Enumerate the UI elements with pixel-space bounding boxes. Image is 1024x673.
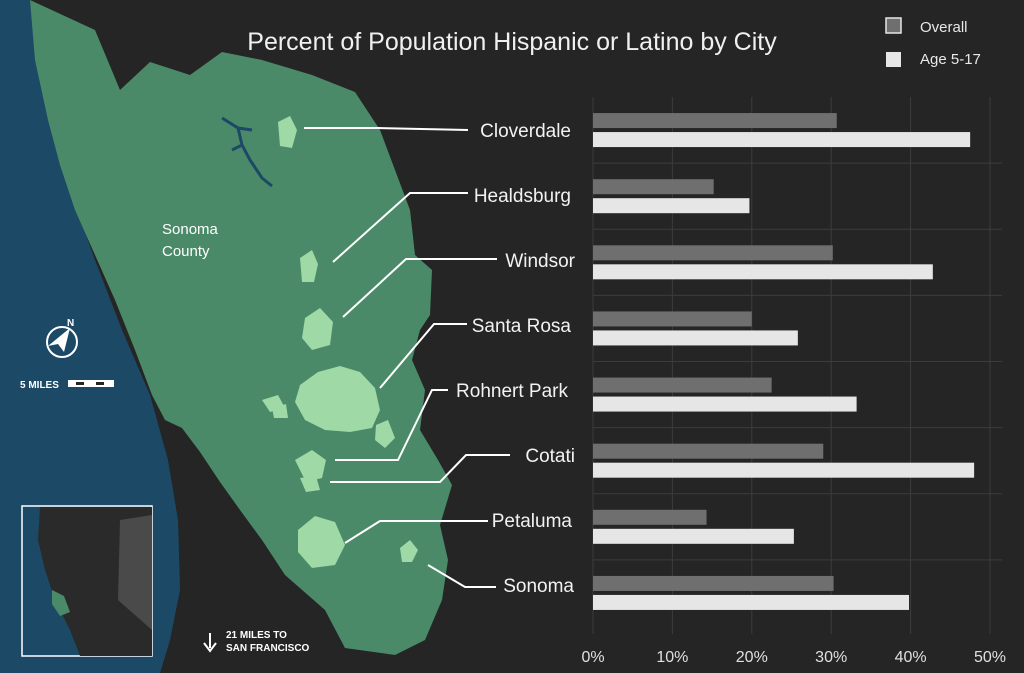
santa-rosa-east xyxy=(375,420,395,448)
bar-age-5-17-santa-rosa xyxy=(593,330,798,346)
city-label-rohnert-park: Rohnert Park xyxy=(456,381,568,402)
city-areas xyxy=(262,116,418,568)
bar-overall-santa-rosa xyxy=(593,311,752,327)
bar-age-5-17-petaluma xyxy=(593,528,794,544)
city-label-cotati: Cotati xyxy=(525,446,575,467)
x-tick-label: 30% xyxy=(815,649,847,666)
legend-swatch-age xyxy=(886,52,901,67)
legend-label-overall: Overall xyxy=(920,19,968,36)
city-label-windsor: Windsor xyxy=(505,251,575,272)
city-label-petaluma: Petaluma xyxy=(492,511,573,532)
bar-age-5-17-healdsburg xyxy=(593,198,750,214)
bar-overall-cotati xyxy=(593,443,824,459)
legend: Overall Age 5-17 xyxy=(885,17,981,68)
county-label-line1: Sonoma xyxy=(162,221,219,238)
leader-rohnert-park xyxy=(335,389,448,461)
bar-age-5-17-windsor xyxy=(593,264,933,280)
scale-label: 5 MILES xyxy=(20,380,59,391)
down-arrow-icon xyxy=(203,633,217,653)
leader-lines xyxy=(304,127,510,588)
windsor-area xyxy=(302,308,333,350)
sf-note-line1: 21 MILES TO xyxy=(226,630,287,641)
compass-icon: N xyxy=(46,318,78,358)
cotati-area xyxy=(300,476,320,492)
x-tick-label: 20% xyxy=(736,649,768,666)
leader-windsor xyxy=(342,258,497,318)
compass-letter: N xyxy=(67,318,74,329)
sonoma-county-shape xyxy=(30,0,452,655)
chart-title: Percent of Population Hispanic or Latino… xyxy=(247,28,777,56)
leader-santa-rosa xyxy=(379,323,467,389)
bar-age-5-17-sonoma xyxy=(593,594,910,610)
leader-healdsburg xyxy=(332,192,468,263)
scale-bar-icon xyxy=(68,380,114,387)
ticks-layer: 0% 10% 20% 30% 40% 50% xyxy=(581,649,1006,666)
x-tick-label: 40% xyxy=(895,649,927,666)
petaluma-area xyxy=(298,516,345,568)
bar-age-5-17-cloverdale xyxy=(593,132,971,148)
city-label-sonoma: Sonoma xyxy=(503,576,574,597)
santa-rosa-area xyxy=(295,366,380,432)
cloverdale-area xyxy=(278,116,297,148)
bar-age-5-17-cotati xyxy=(593,462,975,478)
bar-overall-windsor xyxy=(593,245,833,261)
legend-swatch-overall xyxy=(885,17,902,34)
county-label-line2: County xyxy=(162,243,210,260)
sonoma-area xyxy=(400,540,418,562)
ocean-area xyxy=(0,0,180,673)
sebastopol-area xyxy=(272,404,288,418)
sf-note-line2: SAN FRANCISCO xyxy=(226,643,310,654)
rohnert-park-area xyxy=(295,450,326,482)
lake-sonoma xyxy=(221,116,273,188)
city-label-cloverdale: Cloverdale xyxy=(480,121,571,142)
city-label-healdsburg: Healdsburg xyxy=(474,186,571,207)
bar-overall-sonoma xyxy=(593,575,834,591)
inset-locator-map xyxy=(21,505,153,657)
bar-overall-petaluma xyxy=(593,509,707,525)
leader-cotati xyxy=(330,454,510,483)
bars-layer xyxy=(593,113,975,610)
city-labels: Cloverdale Healdsburg Windsor Santa Rosa… xyxy=(456,121,576,597)
leader-cloverdale xyxy=(304,127,469,131)
leader-petaluma xyxy=(344,520,488,544)
bar-overall-healdsburg xyxy=(593,179,714,195)
x-tick-label: 50% xyxy=(974,649,1006,666)
x-tick-label: 0% xyxy=(581,649,604,666)
bar-overall-cloverdale xyxy=(593,113,837,129)
bar-overall-rohnert-park xyxy=(593,377,772,393)
leader-sonoma xyxy=(427,564,496,588)
legend-label-age: Age 5-17 xyxy=(920,51,981,68)
city-label-santa-rosa: Santa Rosa xyxy=(472,316,572,337)
healdsburg-area xyxy=(300,250,318,282)
bar-age-5-17-rohnert-park xyxy=(593,396,857,412)
x-tick-label: 10% xyxy=(656,649,688,666)
